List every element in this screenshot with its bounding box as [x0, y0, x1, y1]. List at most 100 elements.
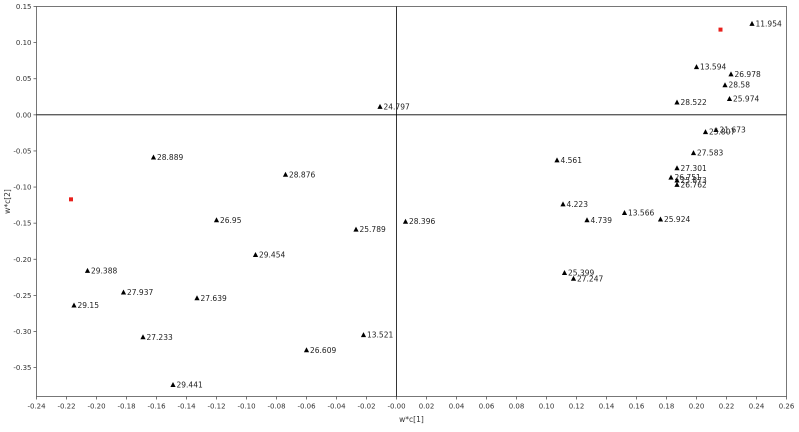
x-tick-label: 0.10 — [539, 403, 555, 411]
x-tick-label: -0.22 — [57, 403, 75, 411]
y-tick-label: -0.05 — [13, 147, 31, 155]
point-label: 25.974 — [733, 94, 759, 103]
point-label: 28.58 — [729, 81, 751, 90]
x-tick-label: -0.02 — [357, 403, 375, 411]
y-tick-label: -0.25 — [13, 292, 31, 300]
triangle-marker — [303, 347, 310, 353]
triangle-marker — [749, 20, 755, 26]
point-label: 28.876 — [289, 170, 315, 179]
point-label: 27.247 — [577, 274, 603, 283]
triangle-marker — [402, 218, 409, 224]
point-label: 28.522 — [681, 98, 707, 107]
x-tick-label: -0.08 — [267, 403, 285, 411]
triangle-marker — [71, 302, 77, 308]
triangle-marker — [84, 267, 91, 273]
x-tick-label: -0.24 — [27, 403, 46, 411]
point-label: 28.396 — [409, 217, 435, 226]
point-label: 26.978 — [735, 70, 761, 79]
triangle-marker — [713, 127, 719, 132]
x-tick-label: -0.12 — [207, 403, 225, 411]
triangle-marker — [377, 103, 383, 109]
triangle-marker — [561, 270, 568, 275]
point-label: 24.797 — [384, 102, 410, 111]
x-tick-label: -0.04 — [327, 403, 346, 411]
triangle-marker — [213, 217, 220, 223]
point-label: 29.388 — [91, 266, 117, 275]
x-tick-label: -0.10 — [237, 403, 255, 411]
triangle-marker — [702, 129, 709, 135]
triangle-marker — [282, 171, 289, 177]
triangle-marker — [674, 181, 680, 187]
y-tick-label: -0.20 — [13, 256, 31, 264]
triangle-marker — [668, 174, 674, 180]
y-tick-label: -0.15 — [13, 220, 31, 228]
triangle-marker — [554, 157, 560, 163]
y-tick-label: 0.05 — [16, 75, 32, 83]
x-tick-label: 0.24 — [749, 403, 765, 411]
triangle-marker — [728, 71, 734, 77]
y-tick-label: 0.10 — [16, 39, 32, 47]
point-label: 28.889 — [157, 153, 183, 162]
y-tick-label: -0.10 — [13, 184, 31, 192]
triangle-marker — [674, 165, 680, 171]
point-label: 21.673 — [720, 126, 746, 135]
point-label: 13.521 — [367, 331, 393, 340]
point-label: 26.751 — [675, 173, 701, 182]
x-tick-label: -0.14 — [177, 403, 196, 411]
x-tick-label: -0.06 — [297, 403, 316, 411]
point-label: 11.954 — [756, 19, 782, 28]
square-marker — [69, 197, 73, 202]
point-label: 25.789 — [360, 225, 386, 234]
point-label: 25.924 — [664, 215, 690, 224]
triangle-marker — [674, 177, 680, 183]
y-tick-label: -0.30 — [13, 328, 31, 336]
triangle-marker — [150, 154, 157, 160]
point-label: 26.609 — [310, 346, 336, 355]
point-label: 27.639 — [201, 294, 227, 303]
point-label: 13.594 — [700, 63, 726, 72]
point-label: 27.233 — [147, 333, 173, 342]
plot-frame — [36, 6, 787, 397]
x-tick-label: 0.06 — [479, 403, 495, 411]
point-label: 27.583 — [697, 149, 723, 158]
triangle-marker — [674, 99, 680, 105]
x-tick-label: -0.00 — [387, 403, 405, 411]
y-axis-label: w*c[2] — [3, 189, 12, 214]
point-label: 4.561 — [561, 156, 583, 165]
point-label: 26.95 — [220, 216, 242, 225]
x-tick-label: 0.12 — [569, 403, 585, 411]
x-tick-label: 0.04 — [449, 403, 465, 411]
triangle-marker — [120, 289, 127, 295]
triangle-marker — [657, 216, 664, 222]
y-tick-label: 0.00 — [16, 111, 32, 119]
triangle-marker — [693, 64, 700, 70]
x-tick-label: 0.02 — [419, 403, 435, 411]
point-label: 4.739 — [591, 216, 613, 225]
y-tick-label: 0.15 — [16, 3, 32, 11]
triangle-marker — [570, 275, 577, 281]
triangle-marker — [170, 381, 176, 387]
triangle-marker — [360, 332, 367, 338]
x-tick-label: 0.18 — [659, 403, 675, 411]
triangle-marker — [690, 150, 697, 156]
triangle-marker — [726, 95, 733, 101]
point-label: 29.441 — [177, 380, 203, 389]
axes: -0.24 -0.22 -0.20 -0.18 -0.16 -0.14 -0.12 -0.10… — [13, 3, 794, 411]
triangle-marker — [722, 82, 728, 88]
x-tick-label: -0.16 — [147, 403, 166, 411]
y-tick-label: -0.35 — [13, 364, 31, 372]
x-tick-label: 0.16 — [629, 403, 645, 411]
point-label: 25.873 — [681, 176, 707, 185]
point-label: 25.399 — [568, 269, 594, 278]
x-tick-label: -0.18 — [117, 403, 135, 411]
triangle-marker — [353, 226, 359, 232]
triangle-marker — [560, 201, 566, 207]
x-tick-label: -0.20 — [87, 403, 105, 411]
points: 11.954 13.594 26.978 28.58 28.522 25.974 24.79… — [69, 19, 782, 389]
triangle-marker — [140, 334, 146, 340]
x-tick-label: 0.08 — [509, 403, 525, 411]
triangle-marker — [252, 251, 259, 257]
x-axis-label: w*c[1] — [399, 415, 424, 424]
triangle-marker — [621, 210, 628, 216]
